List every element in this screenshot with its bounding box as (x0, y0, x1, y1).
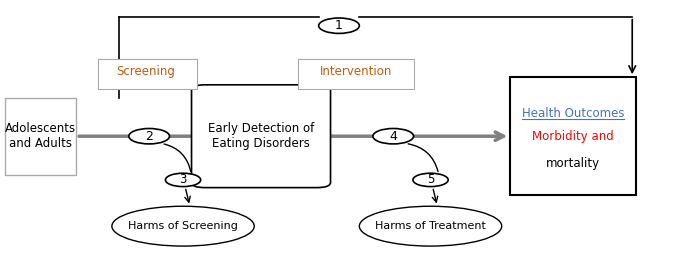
FancyBboxPatch shape (298, 59, 414, 89)
FancyBboxPatch shape (191, 85, 330, 188)
FancyBboxPatch shape (5, 98, 76, 175)
Text: Screening: Screening (117, 66, 175, 78)
Text: 5: 5 (427, 173, 434, 186)
Text: Health Outcomes: Health Outcomes (521, 107, 624, 120)
Text: Intervention: Intervention (320, 66, 392, 78)
Text: 1: 1 (335, 19, 343, 32)
Circle shape (129, 128, 170, 144)
FancyBboxPatch shape (510, 77, 636, 195)
FancyBboxPatch shape (98, 59, 197, 89)
Circle shape (373, 128, 414, 144)
Text: Adolescents
and Adults: Adolescents and Adults (5, 122, 76, 150)
Text: 2: 2 (145, 130, 153, 143)
Text: 3: 3 (180, 173, 186, 186)
Text: Early Detection of
Eating Disorders: Early Detection of Eating Disorders (208, 122, 314, 150)
Circle shape (165, 173, 201, 187)
Ellipse shape (359, 206, 502, 246)
Text: Harms of Screening: Harms of Screening (128, 221, 238, 231)
Text: Morbidity and: Morbidity and (532, 130, 614, 143)
Circle shape (413, 173, 448, 187)
Text: mortality: mortality (546, 157, 600, 170)
Circle shape (319, 18, 359, 33)
Text: 4: 4 (389, 130, 397, 143)
Ellipse shape (112, 206, 254, 246)
Text: Harms of Treatment: Harms of Treatment (375, 221, 486, 231)
